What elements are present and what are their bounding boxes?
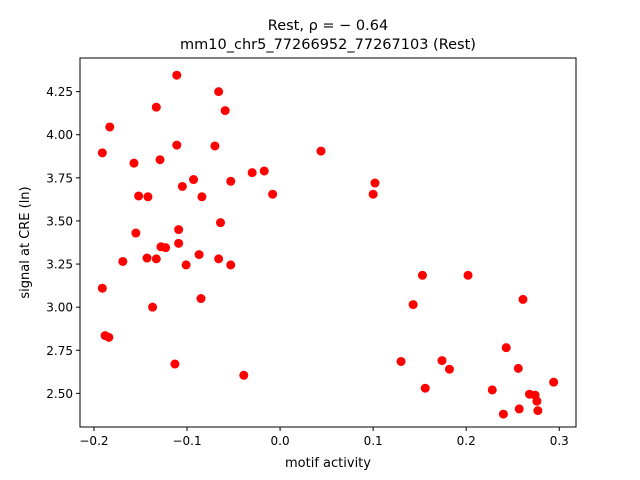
chart-title-line1: Rest, ρ = − 0.64: [268, 18, 388, 34]
y-tick-label: 3.50: [46, 214, 73, 228]
data-points: [97, 70, 559, 419]
data-point-49: [513, 363, 523, 373]
y-tick-label: 4.25: [46, 85, 73, 99]
data-point-44: [501, 343, 511, 353]
y-tick-label: 2.50: [46, 387, 73, 401]
data-point-35: [417, 270, 427, 280]
data-point-40: [408, 300, 418, 310]
data-point-2: [151, 102, 161, 112]
y-tick-label: 4.00: [46, 128, 73, 142]
data-point-17: [268, 189, 278, 199]
data-point-4: [105, 122, 115, 132]
data-point-33: [181, 260, 191, 270]
x-axis-ticks: −0.2 −0.1 0.0 0.1 0.2 0.3: [79, 427, 569, 448]
data-point-23: [174, 225, 184, 235]
data-point-14: [226, 176, 236, 186]
data-point-6: [210, 141, 220, 151]
data-point-41: [148, 302, 158, 312]
data-point-48: [444, 364, 454, 374]
x-tick-label: 0.2: [457, 434, 476, 448]
data-point-1: [214, 87, 224, 97]
data-point-37: [97, 283, 107, 293]
axes-frame: [79, 57, 577, 428]
data-point-52: [420, 383, 430, 393]
y-tick-label: 3.25: [46, 258, 73, 272]
y-tick-label: 2.75: [46, 344, 73, 358]
data-point-50: [239, 370, 249, 380]
data-point-47: [170, 359, 180, 369]
data-point-7: [97, 148, 107, 158]
data-point-58: [533, 406, 543, 416]
data-point-27: [161, 243, 171, 253]
data-point-45: [437, 356, 447, 366]
data-point-0: [172, 70, 182, 80]
data-point-59: [498, 409, 508, 419]
data-point-21: [197, 192, 207, 202]
x-axis-label: motif activity: [285, 456, 371, 471]
data-point-18: [368, 189, 378, 199]
y-axis-label: signal at CRE (ln): [18, 186, 33, 298]
x-tick-label: −0.2: [79, 434, 108, 448]
x-tick-label: 0.0: [271, 434, 290, 448]
data-point-3: [220, 106, 230, 116]
data-point-53: [487, 385, 497, 395]
data-point-11: [259, 166, 269, 176]
x-tick-label: −0.1: [172, 434, 201, 448]
data-point-12: [247, 168, 257, 178]
data-point-22: [216, 218, 226, 228]
y-tick-label: 3.75: [46, 171, 73, 185]
data-point-38: [196, 294, 206, 304]
data-point-56: [532, 396, 542, 406]
y-axis-ticks: 2.50 2.75 3.00 3.25 3.50 3.75 4.00 4.25: [46, 85, 80, 401]
data-point-32: [118, 256, 128, 266]
data-point-10: [129, 158, 139, 168]
y-tick-label: 3.00: [46, 301, 73, 315]
data-point-46: [396, 356, 406, 366]
chart-title-line2: mm10_chr5_77266952_77267103 (Rest): [180, 37, 476, 53]
data-point-31: [214, 254, 224, 264]
data-point-57: [514, 404, 524, 414]
data-point-43: [104, 332, 114, 342]
data-point-29: [142, 253, 152, 263]
data-point-5: [172, 140, 182, 150]
data-point-24: [131, 228, 141, 238]
data-point-19: [134, 191, 144, 201]
data-point-16: [177, 181, 187, 191]
data-point-13: [189, 175, 199, 185]
data-point-25: [174, 238, 184, 248]
x-tick-label: 0.3: [550, 434, 569, 448]
plot-area: [79, 57, 577, 428]
x-tick-label: 0.1: [364, 434, 383, 448]
data-point-15: [370, 178, 380, 188]
data-point-9: [155, 155, 165, 165]
data-point-36: [463, 270, 473, 280]
data-point-51: [549, 377, 559, 387]
data-point-30: [151, 254, 161, 264]
data-point-34: [226, 260, 236, 270]
data-point-8: [316, 146, 326, 156]
data-point-39: [518, 294, 528, 304]
data-point-28: [194, 250, 204, 260]
data-point-20: [143, 192, 153, 202]
